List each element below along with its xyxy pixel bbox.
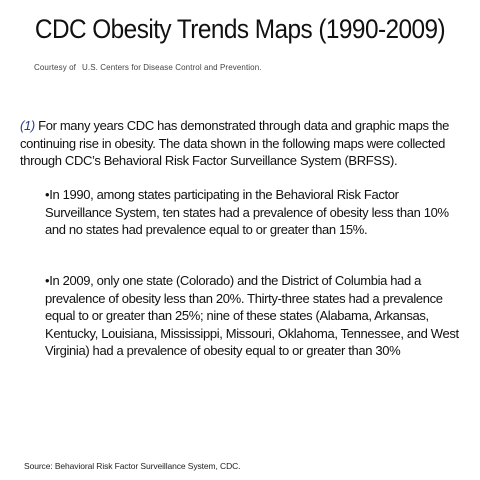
courtesy-line: Courtesy of U.S. Centers for Disease Cont… bbox=[34, 63, 262, 72]
courtesy-prefix: Courtesy of bbox=[34, 63, 77, 72]
bullet-1990: •In 1990, among states participating in … bbox=[45, 187, 449, 237]
courtesy-source: U.S. Centers for Disease Control and Pre… bbox=[82, 63, 262, 72]
reference-marker: (1) bbox=[20, 118, 35, 133]
slide-title: CDC Obesity Trends Maps (1990-2009) bbox=[34, 14, 446, 44]
intro-paragraph: (1) For many years CDC has demonstrated … bbox=[20, 117, 470, 170]
intro-text: For many years CDC has demonstrated thro… bbox=[20, 118, 449, 168]
source-note: Source: Behavioral Risk Factor Surveilla… bbox=[24, 461, 241, 471]
bullet-2009: •In 2009, only one state (Colorado) and … bbox=[45, 273, 459, 358]
